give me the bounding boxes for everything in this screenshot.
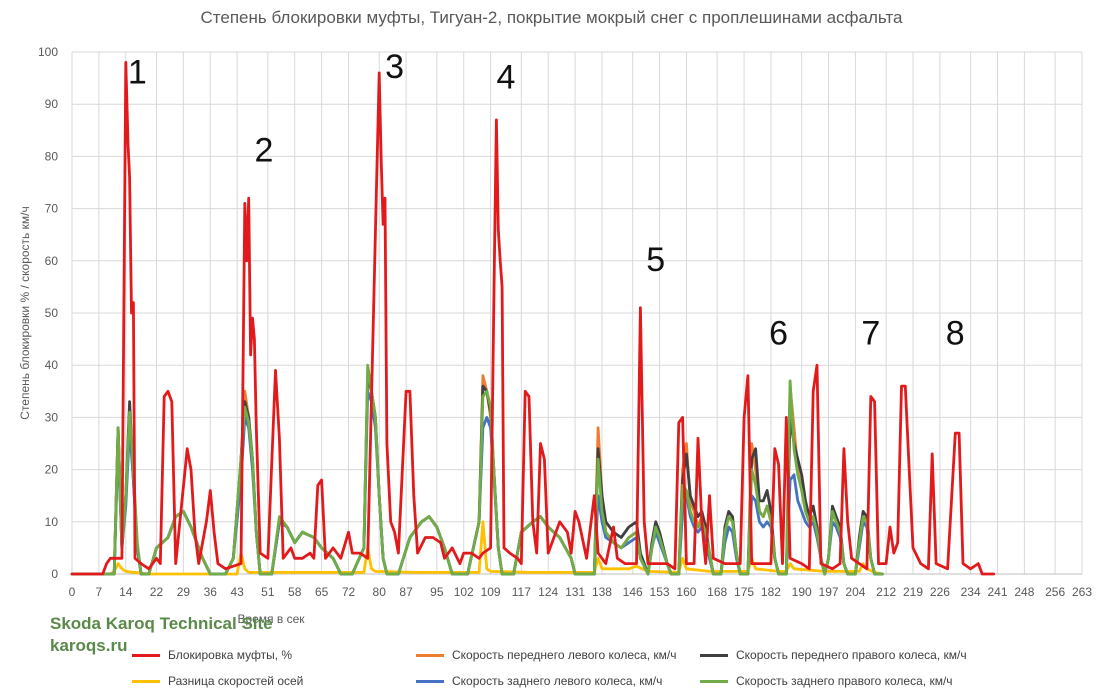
x-tick-label: 175 <box>734 585 754 599</box>
x-tick-label: 182 <box>761 585 781 599</box>
series-line <box>70 363 884 576</box>
x-tick-label: 58 <box>288 585 302 599</box>
x-tick-label: 109 <box>481 585 501 599</box>
y-tick-label: 0 <box>51 567 58 581</box>
y-tick-label: 60 <box>45 254 59 268</box>
x-tick-label: 131 <box>565 585 585 599</box>
y-tick-label: 20 <box>45 463 59 477</box>
legend-label: Блокировка муфты, % <box>168 648 293 662</box>
event-marker-label: 5 <box>646 241 665 279</box>
legend-swatch <box>700 653 728 657</box>
y-tick-label: 90 <box>45 97 59 111</box>
event-marker-label: 7 <box>861 314 880 352</box>
y-tick-label: 10 <box>45 515 59 529</box>
chart-title: Степень блокировки муфты, Тигуан-2, покр… <box>200 8 903 27</box>
x-tick-label: 65 <box>315 585 329 599</box>
x-axis-label: Время в сек <box>237 612 305 626</box>
event-marker-label: 1 <box>128 53 147 91</box>
legend-item-front-left-wheel: Скорость переднего левого колеса, км/ч <box>416 648 676 662</box>
x-tick-label: 160 <box>676 585 696 599</box>
y-axis-label: Степень блокировки % / скорость км/ч <box>18 206 32 419</box>
series-lines <box>70 61 996 576</box>
legend-label: Скорость заднего правого колеса, км/ч <box>736 674 953 688</box>
x-tick-label: 36 <box>204 585 218 599</box>
legend-item-front-right-wheel: Скорость переднего правого колеса, км/ч <box>700 648 967 662</box>
x-tick-label: 7 <box>96 585 103 599</box>
x-tick-label: 153 <box>650 585 670 599</box>
y-tick-label: 30 <box>45 410 59 424</box>
x-tick-label: 29 <box>177 585 191 599</box>
event-marker-label: 3 <box>385 48 404 86</box>
event-marker-label: 6 <box>769 314 788 352</box>
legend-label: Разница скоростей осей <box>168 674 304 688</box>
legend-item-axle-speed-diff: Разница скоростей осей <box>132 674 303 688</box>
event-markers: 1 2 3 4 5 6 7 8 <box>128 48 965 352</box>
x-tick-label: 241 <box>987 585 1007 599</box>
x-tick-label: 256 <box>1045 585 1065 599</box>
x-tick-label: 138 <box>592 585 612 599</box>
legend-item-rear-left-wheel: Скорость заднего левого колеса, км/ч <box>416 674 662 688</box>
series-line <box>70 374 884 576</box>
x-tick-label: 234 <box>961 585 981 599</box>
x-tick-label: 87 <box>399 585 413 599</box>
y-tick-label: 40 <box>45 358 59 372</box>
legend-label: Скорость переднего правого колеса, км/ч <box>736 648 967 662</box>
watermark-url: karoqs.ru <box>50 636 128 655</box>
series-line <box>70 61 996 576</box>
x-tick-label: 263 <box>1072 585 1092 599</box>
series-line <box>70 520 884 576</box>
series-line <box>70 374 884 576</box>
x-tick-label: 204 <box>845 585 865 599</box>
x-tick-label: 0 <box>69 585 76 599</box>
x-tick-label: 146 <box>623 585 643 599</box>
legend-swatch <box>416 679 444 683</box>
x-tick-label: 72 <box>342 585 356 599</box>
x-tick-label: 197 <box>819 585 839 599</box>
x-tick-label: 168 <box>707 585 727 599</box>
x-tick-label: 14 <box>119 585 133 599</box>
legend-item-rear-right-wheel: Скорость заднего правого колеса, км/ч <box>700 674 953 688</box>
legend-swatch <box>416 653 444 657</box>
x-tick-label: 212 <box>876 585 896 599</box>
x-tick-label: 51 <box>261 585 275 599</box>
x-tick-label: 80 <box>373 585 387 599</box>
legend-swatch <box>700 679 728 683</box>
y-tick-label: 80 <box>45 149 59 163</box>
y-tick-label: 50 <box>45 306 59 320</box>
x-tick-label: 248 <box>1014 585 1034 599</box>
legend-item-coupling-lock: Блокировка муфты, % <box>132 648 292 662</box>
event-marker-label: 2 <box>255 132 274 170</box>
x-tick-label: 43 <box>230 585 244 599</box>
legend-swatch <box>132 679 160 683</box>
x-tick-label: 117 <box>512 585 531 599</box>
x-tick-label: 22 <box>150 585 164 599</box>
event-marker-label: 8 <box>946 314 965 352</box>
legend-label: Скорость переднего левого колеса, км/ч <box>452 648 677 662</box>
series-line <box>70 389 884 576</box>
x-tick-label: 124 <box>538 585 558 599</box>
legend-label: Скорость заднего левого колеса, км/ч <box>452 674 663 688</box>
watermark-site-name: Skoda Karoq Technical Site <box>50 614 273 633</box>
x-tick-label: 226 <box>930 585 950 599</box>
legend-swatch <box>132 653 160 657</box>
x-tick-label: 190 <box>792 585 812 599</box>
x-tick-label: 102 <box>454 585 474 599</box>
y-tick-label: 100 <box>38 45 58 59</box>
event-marker-label: 4 <box>496 59 515 97</box>
x-tick-label: 219 <box>903 585 923 599</box>
y-tick-label: 70 <box>45 202 59 216</box>
x-tick-label: 95 <box>430 585 444 599</box>
